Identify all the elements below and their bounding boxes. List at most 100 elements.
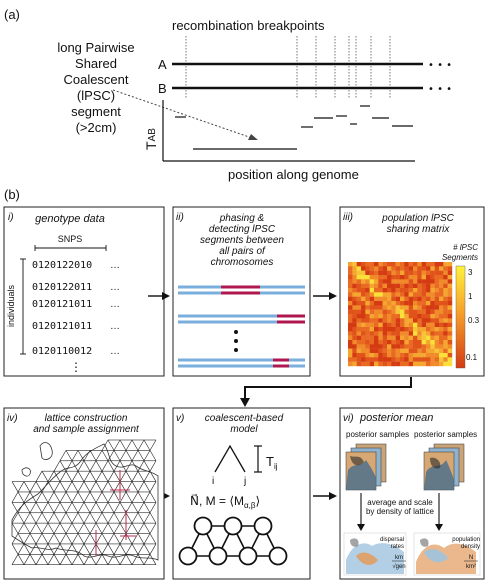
heatmap-cell	[408, 305, 414, 310]
lattice-edge	[23, 502, 31, 513]
lattice-edge	[143, 554, 151, 565]
heatmap-cell	[387, 301, 392, 306]
heatmap-cell	[382, 335, 388, 341]
lattice-edge	[137, 439, 145, 451]
heatmap-cell	[369, 309, 375, 315]
lattice-edge	[101, 481, 109, 493]
heatmap-cell	[369, 314, 375, 319]
heatmap-cell	[361, 327, 366, 332]
heatmap-cell	[434, 331, 440, 336]
lattice-edge	[95, 471, 103, 482]
heatmap-cell	[408, 266, 414, 271]
heatmap-cell	[374, 331, 379, 336]
heatmap-cell	[391, 279, 396, 284]
heatmap-cell	[352, 353, 357, 358]
lattice-edge	[35, 554, 43, 565]
heatmap-cell	[443, 335, 448, 341]
heatmap-cell	[378, 353, 383, 358]
lattice-edge	[59, 450, 67, 461]
lattice-edge	[131, 522, 139, 534]
density-map	[413, 532, 481, 576]
heatmap-cell	[426, 357, 431, 362]
heatmap-cell	[430, 318, 435, 323]
heatmap-cell	[378, 327, 383, 332]
heatmap-cell	[365, 309, 370, 315]
lattice-edge	[65, 471, 73, 482]
sharing-heatmap	[348, 262, 453, 367]
heatmap-cell	[400, 279, 405, 284]
legend-title-line: # lPSC	[453, 243, 478, 252]
matrix-numeral: iii)	[343, 212, 353, 223]
heatmap-cell	[417, 288, 422, 293]
heatmap-cell	[382, 344, 388, 349]
heatmap-cell	[400, 318, 405, 323]
heatmap-cell	[404, 301, 409, 306]
lattice-edge	[53, 522, 61, 534]
lattice-edge	[77, 460, 85, 472]
heatmap-cell	[447, 318, 453, 323]
lattice-edge	[101, 533, 109, 545]
heatmap-cell	[421, 340, 427, 345]
heatmap-cell	[443, 331, 448, 336]
lattice-edge	[125, 460, 133, 472]
heatmap-cell	[387, 309, 392, 315]
heatmap-cell	[400, 335, 405, 341]
heatmap-cell	[352, 335, 357, 341]
lattice-edge	[137, 450, 145, 461]
heatmap-cell	[408, 322, 414, 328]
lattice-edge	[35, 533, 43, 545]
phasing-title-line: phasing &	[219, 213, 265, 224]
heatmap-cell	[374, 301, 379, 306]
heatmap-cell	[404, 279, 409, 284]
heatmap-cell	[443, 361, 448, 367]
lattice-edge	[101, 512, 109, 524]
heatmap-cell	[356, 266, 362, 271]
heatmap-cell	[421, 331, 427, 336]
heatmap-cell	[387, 262, 392, 267]
lattice-edge	[47, 512, 55, 524]
heatmap-cell	[434, 270, 440, 276]
heatmap-cell	[447, 353, 453, 358]
heatmap-cell	[352, 288, 357, 293]
lattice-edge	[95, 502, 103, 513]
heatmap-cell	[365, 262, 370, 267]
lattice-edge	[41, 522, 49, 534]
heatmap-cell	[404, 275, 409, 280]
heatmap-cell	[382, 301, 388, 306]
lattice-edge	[113, 522, 121, 534]
heatmap-cell	[413, 361, 418, 367]
lattice-edge	[47, 481, 55, 493]
genotype-numeral: i)	[8, 212, 14, 223]
heatmap-cell	[413, 305, 418, 310]
heatmap-cell	[395, 301, 401, 306]
heatmap-cell	[404, 305, 409, 310]
coalescent-title-line: coalescent-based	[205, 413, 284, 424]
heatmap-cell	[417, 305, 422, 310]
heatmap-cell	[391, 340, 396, 345]
heatmap-cell	[447, 322, 453, 328]
heatmap-cell	[352, 340, 357, 345]
heatmap-cell	[369, 348, 375, 354]
heatmap-cell	[361, 357, 366, 362]
chromosome-a-label: A	[158, 57, 167, 72]
heatmap-cell	[361, 288, 366, 293]
heatmap-cell	[400, 283, 405, 289]
heatmap-cell	[365, 344, 370, 349]
heatmap-cell	[387, 340, 392, 345]
heatmap-cell	[369, 292, 375, 297]
heatmap-cell	[369, 353, 375, 358]
heatmap-cell	[352, 296, 357, 302]
heatmap-cell	[369, 331, 375, 336]
heatmap-cell	[443, 266, 448, 271]
lattice-edge	[131, 439, 139, 451]
graph-node	[208, 546, 228, 566]
genotype-row: 0120121011	[32, 321, 92, 332]
lattice-edge	[89, 460, 97, 472]
heatmap-cell	[374, 344, 379, 349]
heatmap-cell	[382, 309, 388, 315]
heatmap-cell	[421, 322, 427, 328]
lattice-edge	[59, 533, 67, 545]
heatmap-cell	[361, 335, 366, 341]
lattice-edge	[35, 471, 43, 482]
phasing-title-line: chromosomes	[211, 257, 274, 268]
